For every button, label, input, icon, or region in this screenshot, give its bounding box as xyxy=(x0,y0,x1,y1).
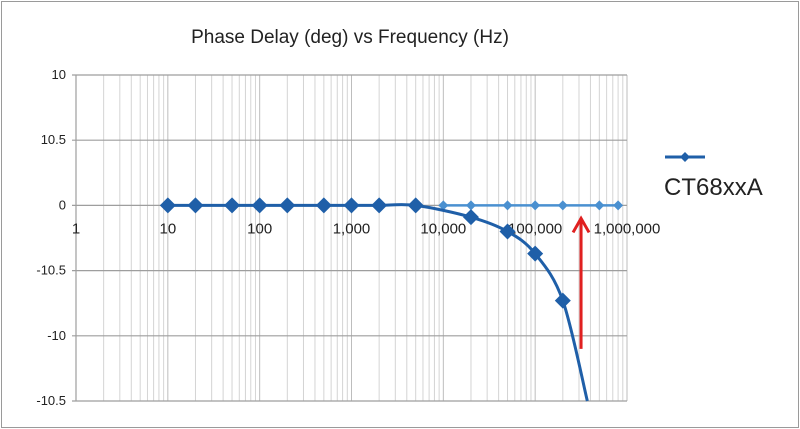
series-1-marker xyxy=(224,197,241,214)
x-tick-label: 1,000 xyxy=(333,220,371,237)
series-1-marker xyxy=(407,197,424,214)
y-tick-label: 10 xyxy=(52,67,66,82)
series-1-marker xyxy=(279,197,296,214)
series-1-marker xyxy=(187,197,204,214)
series-1-marker xyxy=(499,223,516,240)
x-tick-label: 10 xyxy=(159,220,176,237)
y-tick-label: -10.5 xyxy=(36,393,66,408)
x-tick-label: 1 xyxy=(72,220,80,237)
y-tick-label: -10 xyxy=(47,328,66,343)
annotation-arrow-head xyxy=(571,215,591,234)
series-2-marker xyxy=(502,200,513,211)
legend-label: CT68xxA xyxy=(664,174,763,201)
series-1-marker xyxy=(315,197,332,214)
y-tick-label: 0 xyxy=(59,197,66,212)
y-tick-label: -10.5 xyxy=(36,263,66,278)
series-1-marker xyxy=(159,197,176,214)
series-1-marker xyxy=(371,197,388,214)
series-2-marker xyxy=(557,200,568,211)
x-tick-label: 100 xyxy=(247,220,272,237)
series-1-marker xyxy=(554,292,571,309)
chart-title: Phase Delay (deg) vs Frequency (Hz) xyxy=(191,27,509,48)
x-tick-label: 10,000 xyxy=(420,220,466,237)
series-2-marker xyxy=(613,200,624,211)
x-tick-label: 1,000,000 xyxy=(594,220,661,237)
legend-marker xyxy=(680,152,690,162)
y-tick-label: 10.5 xyxy=(41,132,66,147)
series-1-marker xyxy=(462,209,479,226)
x-tick-label: 100,000 xyxy=(508,220,562,237)
series-2-marker xyxy=(465,200,476,211)
series-1-marker xyxy=(343,197,360,214)
series-1-marker xyxy=(251,197,268,214)
series-2-marker xyxy=(438,200,449,211)
series-2-marker xyxy=(594,200,605,211)
series-1-marker xyxy=(527,245,544,262)
series-2-marker xyxy=(530,200,541,211)
